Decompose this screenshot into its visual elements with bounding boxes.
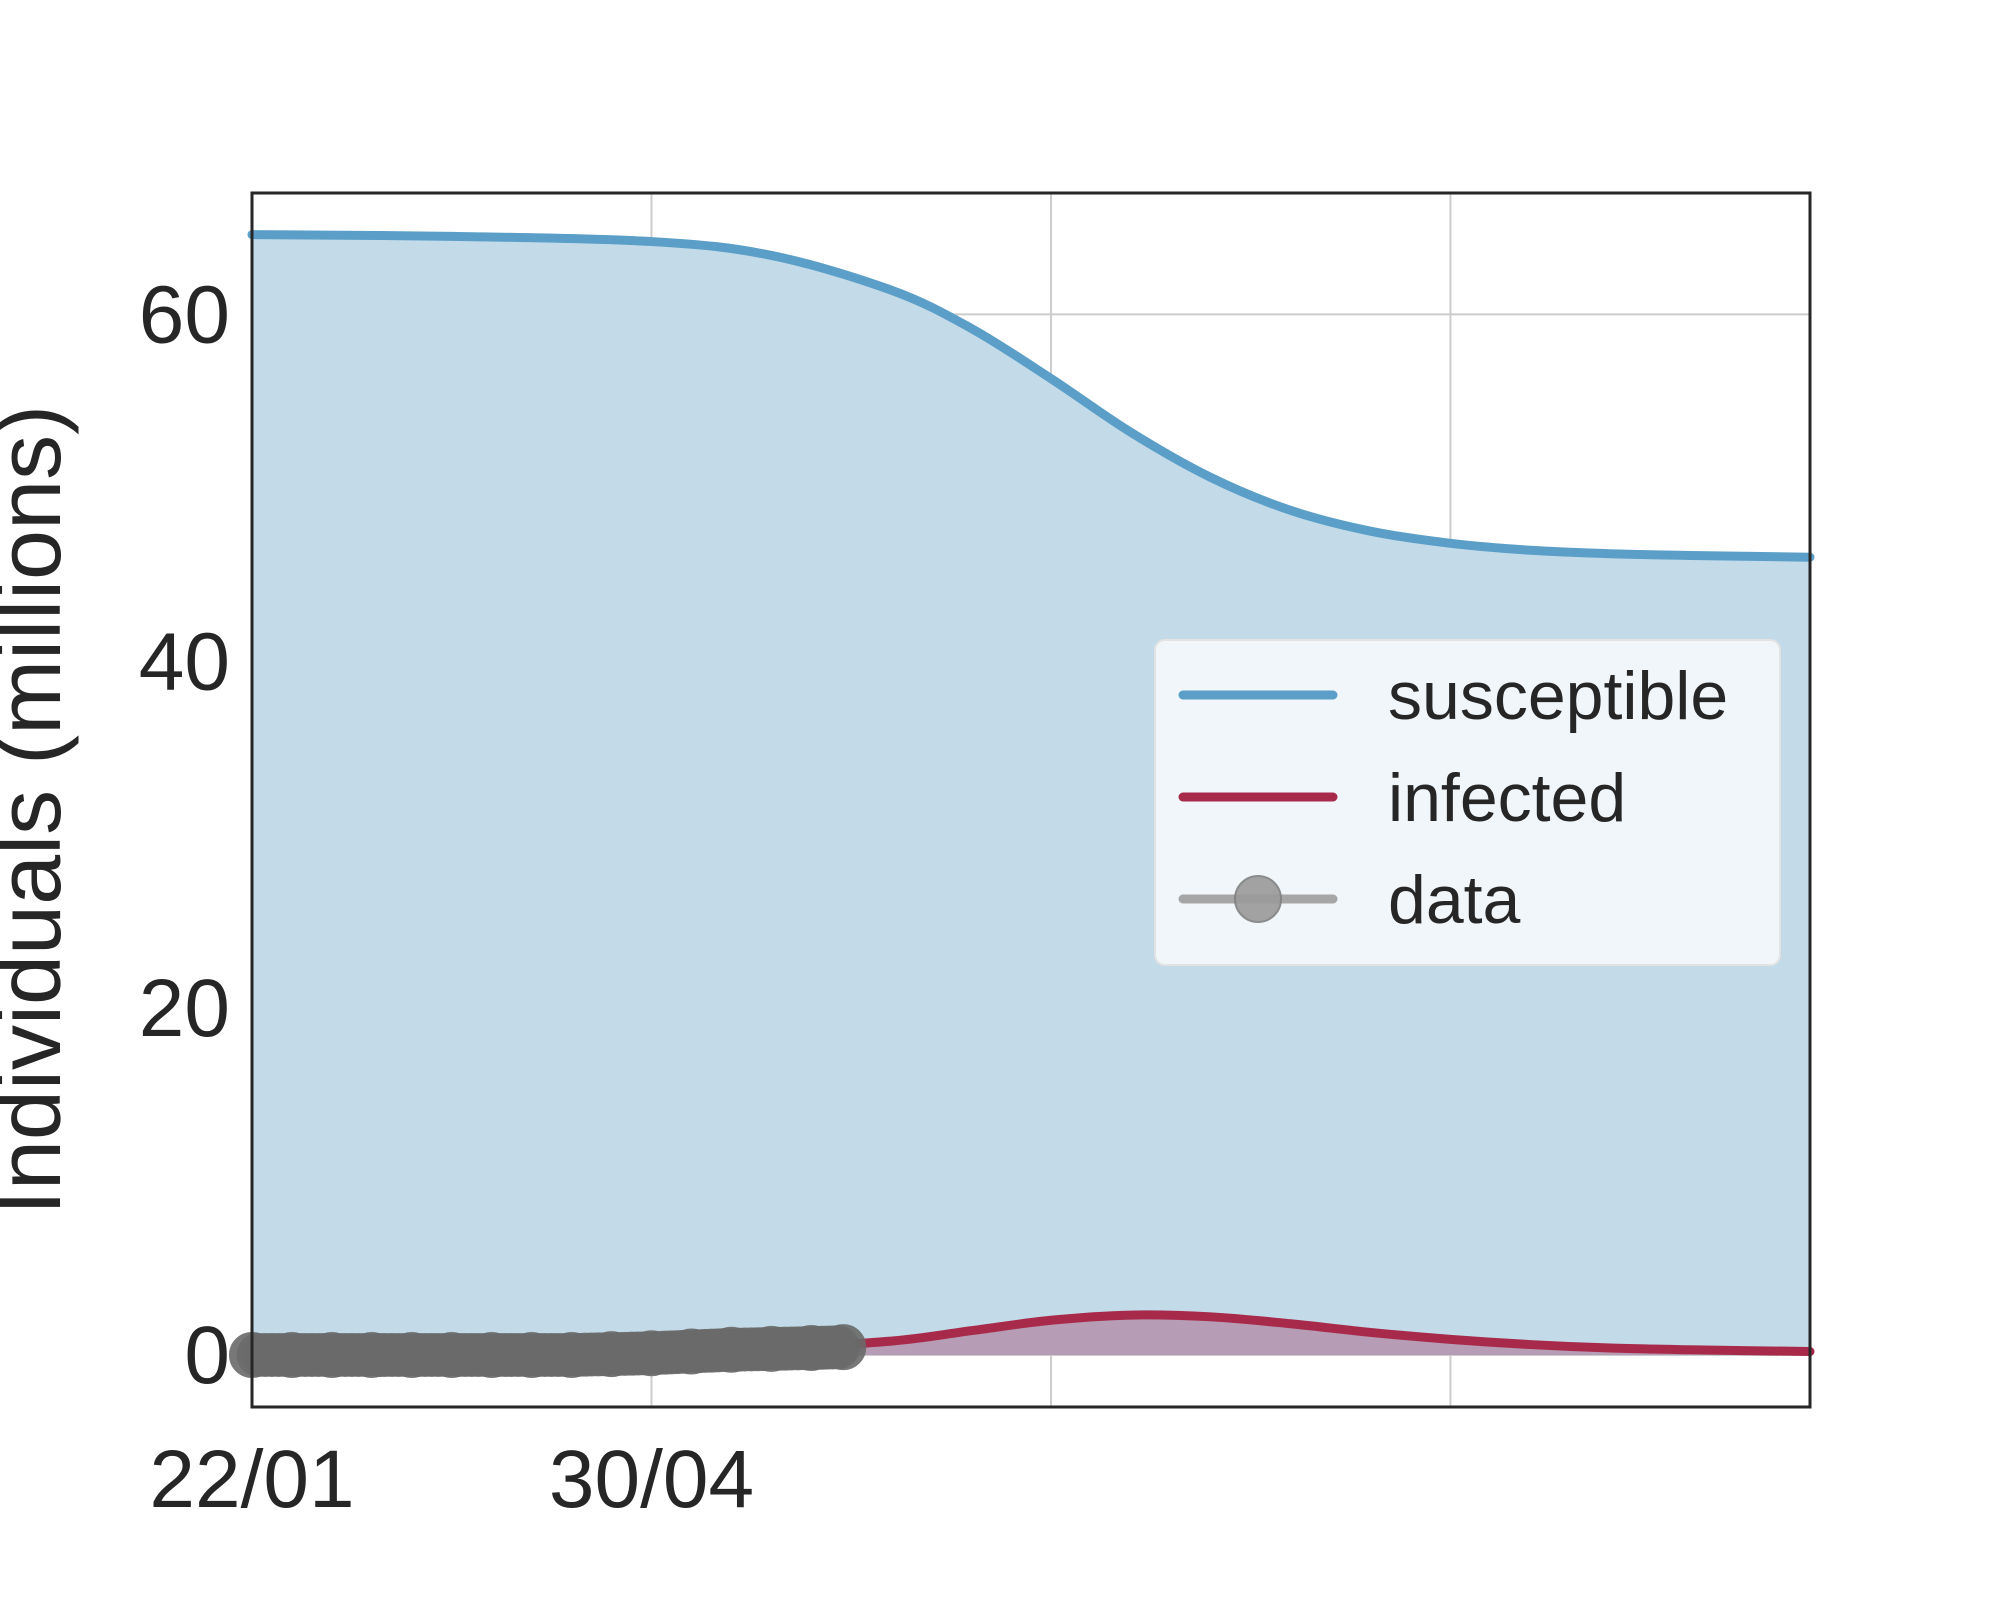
- infected-area: [252, 1314, 1810, 1355]
- y-tick-labels: 0 20 40 60: [139, 269, 230, 1401]
- y-tick-label: 40: [139, 616, 230, 707]
- x-tick-label: 30/04: [549, 1434, 754, 1525]
- data-points: [229, 1324, 867, 1378]
- data-point: [820, 1324, 867, 1371]
- legend-box: [1154, 639, 1781, 966]
- y-axis-label: Individuals (millions): [0, 405, 80, 1215]
- plot-frame: [250, 191, 1812, 1409]
- x-tick-label: 22/01: [149, 1434, 354, 1525]
- area-fills: [252, 234, 1810, 1355]
- x-tick-labels: 22/01 30/04: [149, 1434, 754, 1525]
- y-tick-label: 20: [139, 963, 230, 1054]
- susceptible-area: [252, 234, 1810, 1355]
- y-tick-label: 0: [184, 1310, 230, 1401]
- legend-marker-data: [1234, 875, 1282, 923]
- legend-label-infected: infected: [1388, 760, 1626, 836]
- y-tick-label: 60: [139, 269, 230, 360]
- legend: susceptible infected data: [1154, 639, 1781, 966]
- legend-label-susceptible: susceptible: [1388, 658, 1728, 734]
- legend-label-data: data: [1388, 862, 1521, 938]
- susceptible-line: [247, 230, 1815, 562]
